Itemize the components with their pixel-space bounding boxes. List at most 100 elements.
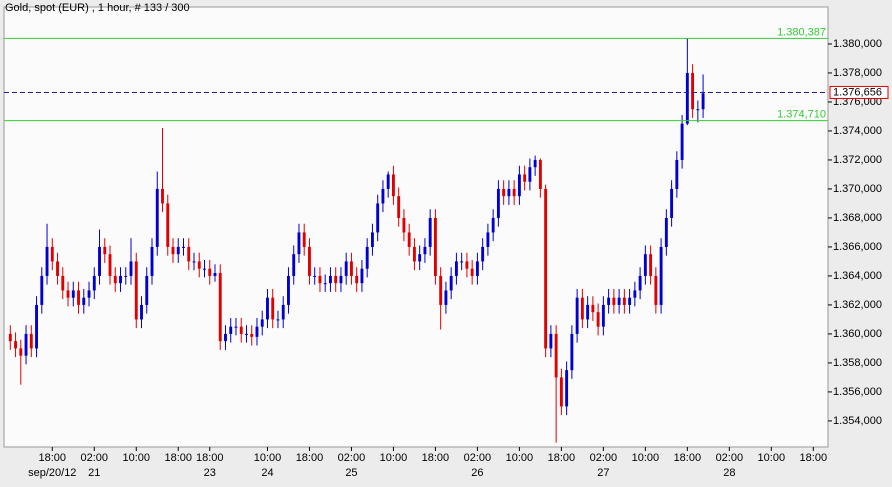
candle-body (271, 297, 275, 320)
chart-title: Gold, spot (EUR) , 1 hour, # 133 / 300 (5, 2, 190, 14)
y-tick-label: 1.372,000 (833, 154, 882, 166)
candle-body (187, 246, 191, 262)
candle-body (381, 188, 385, 204)
x-tick-label: 02:00 (338, 452, 366, 464)
candle-body (213, 273, 217, 276)
candle-body (360, 268, 364, 284)
candle-body (176, 246, 180, 255)
candle-body (423, 246, 427, 255)
candle-body (402, 217, 406, 233)
y-tick-label: 1.366,000 (833, 241, 882, 253)
candle-body (591, 304, 595, 313)
candle-body (449, 275, 453, 291)
candle-body (14, 341, 17, 349)
candle-body (580, 297, 584, 320)
candle-body (103, 246, 107, 255)
candle-body (643, 254, 647, 276)
candle-body (77, 290, 80, 305)
y-tick-label: 1.370,000 (833, 183, 882, 195)
day-label: sep/20/12 (28, 467, 76, 479)
candle-body (61, 275, 65, 291)
x-tick-label: 18:00 (164, 452, 192, 464)
candle-body (66, 290, 70, 298)
candle-body (502, 188, 506, 197)
candle-body (486, 232, 490, 247)
x-tick-label: 18:00 (674, 452, 702, 464)
candle-body (654, 275, 658, 305)
x-tick-label: 02:00 (81, 452, 109, 464)
y-tick-label: 1.374,000 (833, 125, 882, 137)
candle-body (617, 297, 621, 305)
candle-body (24, 333, 28, 356)
candle-body (454, 261, 458, 276)
candle-body (302, 232, 306, 247)
candle-body (523, 174, 527, 182)
candle-body (528, 167, 532, 182)
candle-body (649, 254, 653, 276)
candle-body (250, 333, 254, 337)
candle-body (418, 254, 422, 262)
candle-body (281, 304, 285, 320)
candle-body (150, 246, 154, 276)
candle-body (56, 261, 59, 276)
candle-body (622, 297, 626, 305)
candle-body (586, 304, 590, 320)
y-tick-label: 1.364,000 (833, 270, 882, 282)
candle-body (19, 348, 23, 356)
candle-body (428, 217, 432, 247)
candle-body (680, 123, 684, 160)
candle-body (481, 246, 485, 262)
candle-body (701, 93, 705, 110)
price-label: 1.376,656 (833, 86, 882, 98)
candle-body (633, 290, 637, 298)
level-label: 1.374,710 (777, 109, 826, 121)
candle-body (460, 261, 464, 263)
day-label: 27 (597, 467, 609, 479)
candle-body (475, 261, 479, 276)
candle-body (491, 217, 495, 233)
candle-body (35, 304, 38, 349)
candle-body (412, 246, 416, 262)
candle-body (365, 246, 369, 269)
candle-body (29, 333, 33, 349)
candle-body (129, 261, 133, 276)
candle-body (308, 246, 311, 276)
candle-body (108, 254, 112, 276)
candle-body (538, 159, 542, 189)
candle-body (407, 232, 411, 247)
candle-body (350, 261, 353, 276)
y-tick-label: 1.362,000 (833, 299, 882, 311)
candle-body (691, 72, 695, 110)
day-label: 23 (204, 467, 216, 479)
candle-body (229, 326, 233, 334)
candle-body (638, 275, 642, 291)
y-tick-label: 1.368,000 (833, 212, 882, 224)
y-tick-label: 1.360,000 (833, 328, 882, 340)
y-tick-label: 1.354,000 (833, 415, 882, 427)
candle-body (696, 109, 700, 111)
candle-body (391, 174, 395, 197)
candle-body (119, 275, 122, 284)
candle-body (323, 283, 327, 285)
candle-body (470, 268, 474, 276)
candle-body (607, 297, 611, 305)
candle-body (533, 159, 537, 168)
candle-body (329, 275, 332, 284)
candle-body (140, 304, 143, 320)
candle-body (544, 188, 548, 349)
candle-body (161, 188, 164, 204)
candle-body (386, 174, 390, 189)
day-label: 26 (471, 467, 483, 479)
candle-body (234, 326, 238, 328)
candle-body (318, 275, 322, 284)
plot-area (3, 6, 829, 448)
candle-body (171, 246, 175, 255)
candle-body (224, 333, 227, 342)
price-label-box (829, 85, 889, 99)
x-tick-label: 18:00 (39, 452, 67, 464)
x-tick-label: 02:00 (590, 452, 618, 464)
candle-body (444, 290, 448, 305)
candle-body (155, 188, 159, 247)
x-tick-label: 18:00 (800, 452, 828, 464)
